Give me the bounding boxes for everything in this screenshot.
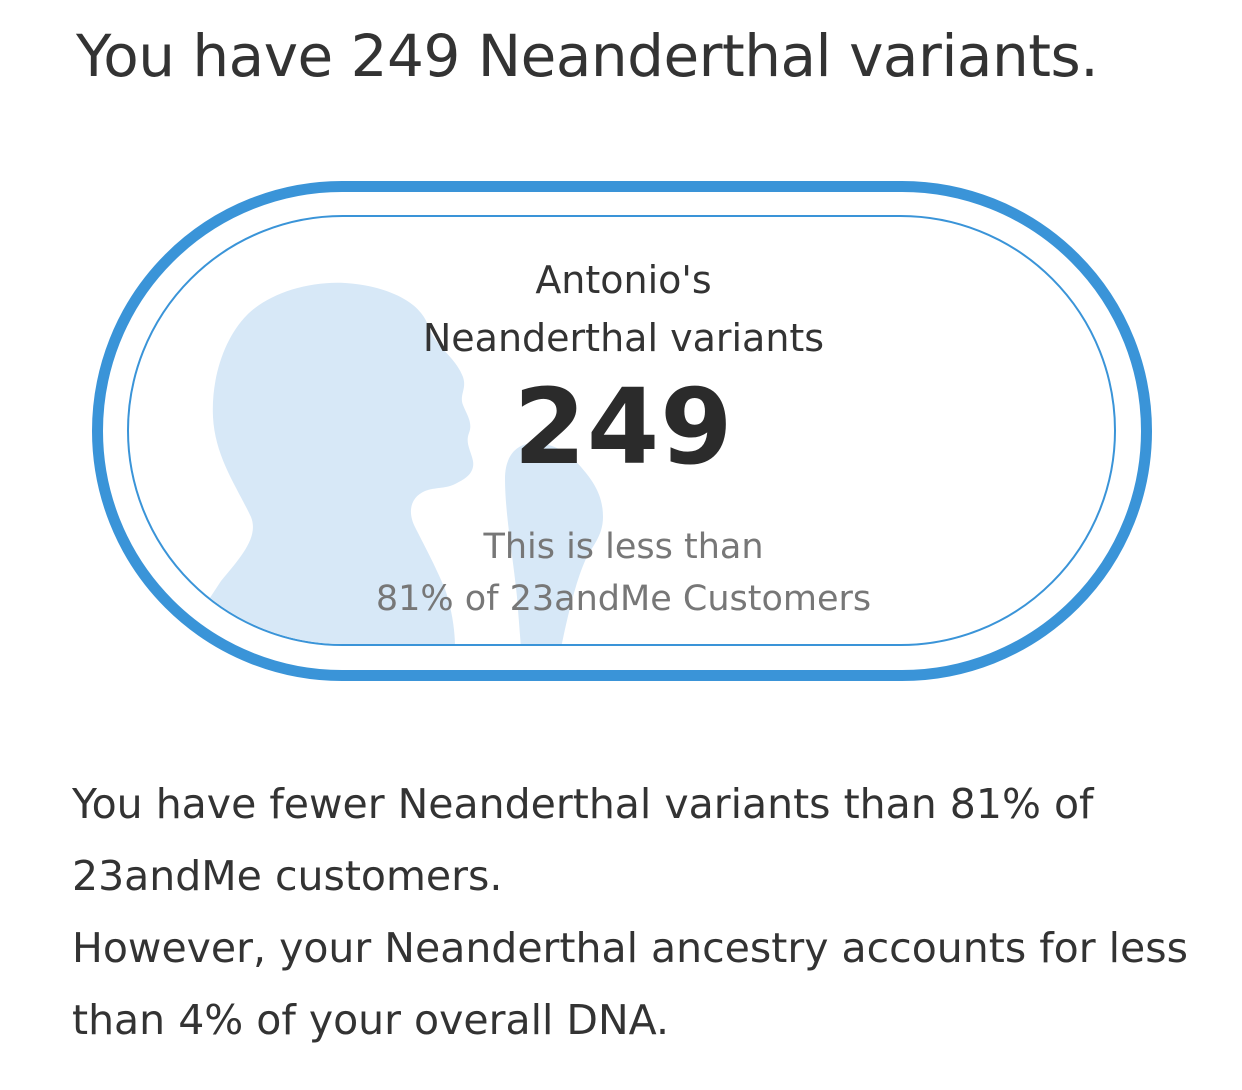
variant-card-content: Antonio's Neanderthal variants 249 This … (129, 217, 1114, 644)
comparison-text: This is less than 81% of 23andMe Custome… (129, 521, 1114, 625)
owner-subtitle: Neanderthal variants (422, 316, 825, 360)
comparison-line-2: 81% of 23andMe Customers (375, 579, 872, 619)
variant-owner-label: Antonio's Neanderthal variants (129, 251, 1114, 367)
page-title: You have 249 Neanderthal variants. (76, 22, 1099, 90)
neanderthal-silhouette-icon (179, 282, 603, 644)
description: You have fewer Neanderthal variants than… (72, 768, 1192, 1056)
description-paragraph-1: You have fewer Neanderthal variants than… (72, 780, 1094, 900)
comparison-line-1: This is less than (483, 527, 764, 567)
variant-card: Antonio's Neanderthal variants 249 This … (127, 215, 1116, 646)
owner-name: Antonio's (535, 258, 712, 302)
variant-count: 249 (513, 366, 734, 488)
description-paragraph-2: However, your Neanderthal ancestry accou… (72, 924, 1188, 1044)
